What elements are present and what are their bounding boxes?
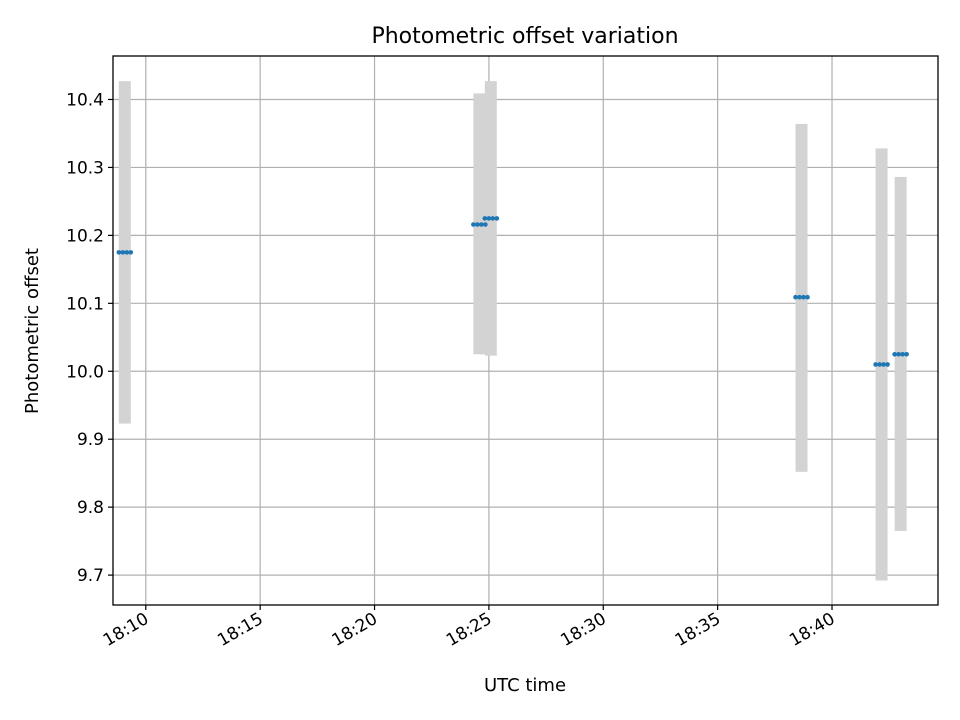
- data-point: [793, 294, 810, 300]
- data-point-marker: [494, 216, 500, 221]
- data-point-marker: [471, 222, 476, 227]
- data-point-marker: [120, 250, 126, 255]
- data-point-marker: [900, 351, 905, 357]
- data-point-marker: [128, 250, 134, 255]
- data-point-marker: [479, 222, 484, 227]
- data-point: [482, 216, 500, 221]
- data-point-marker: [797, 294, 802, 300]
- data-point-marker: [793, 294, 798, 300]
- y-tick-label: 10.3: [66, 158, 104, 178]
- data-point-marker: [881, 362, 886, 367]
- y-axis-label: Photometric offset: [22, 248, 43, 414]
- y-tick-label: 9.7: [77, 566, 104, 586]
- data-point-marker: [124, 250, 130, 255]
- data-point: [873, 362, 890, 367]
- data-point-marker: [885, 362, 890, 367]
- data-point-marker: [805, 294, 810, 300]
- data-point-marker: [896, 351, 901, 357]
- data-point-marker: [486, 216, 492, 221]
- data-point-marker: [892, 351, 897, 357]
- y-tick-label: 10.1: [66, 294, 104, 314]
- data-point-marker: [482, 216, 488, 221]
- data-point-marker: [873, 362, 878, 367]
- data-point: [471, 222, 488, 227]
- data-points: [116, 216, 909, 367]
- y-tick-label: 9.9: [77, 430, 104, 450]
- y-tick-label: 10.4: [66, 90, 104, 110]
- y-tick-label: 10.2: [66, 226, 104, 246]
- data-point-marker: [475, 222, 480, 227]
- plot-frame: [112, 55, 939, 606]
- data-point-marker: [801, 294, 806, 300]
- x-axis-label: UTC time: [484, 675, 566, 696]
- data-point-marker: [904, 351, 909, 357]
- data-point-marker: [483, 222, 488, 227]
- data-point: [892, 351, 909, 357]
- y-tick-label: 10.0: [66, 362, 104, 382]
- y-tick-label: 9.8: [77, 498, 104, 518]
- data-point: [116, 250, 134, 255]
- y-axis: 9.7 9.8 9.9 10.0 10.1 10.2 10.3 10.4: [66, 90, 113, 586]
- data-point-marker: [490, 216, 496, 221]
- data-point-marker: [877, 362, 882, 367]
- chart-title: Photometric offset variation: [371, 24, 678, 49]
- data-point-marker: [116, 250, 122, 255]
